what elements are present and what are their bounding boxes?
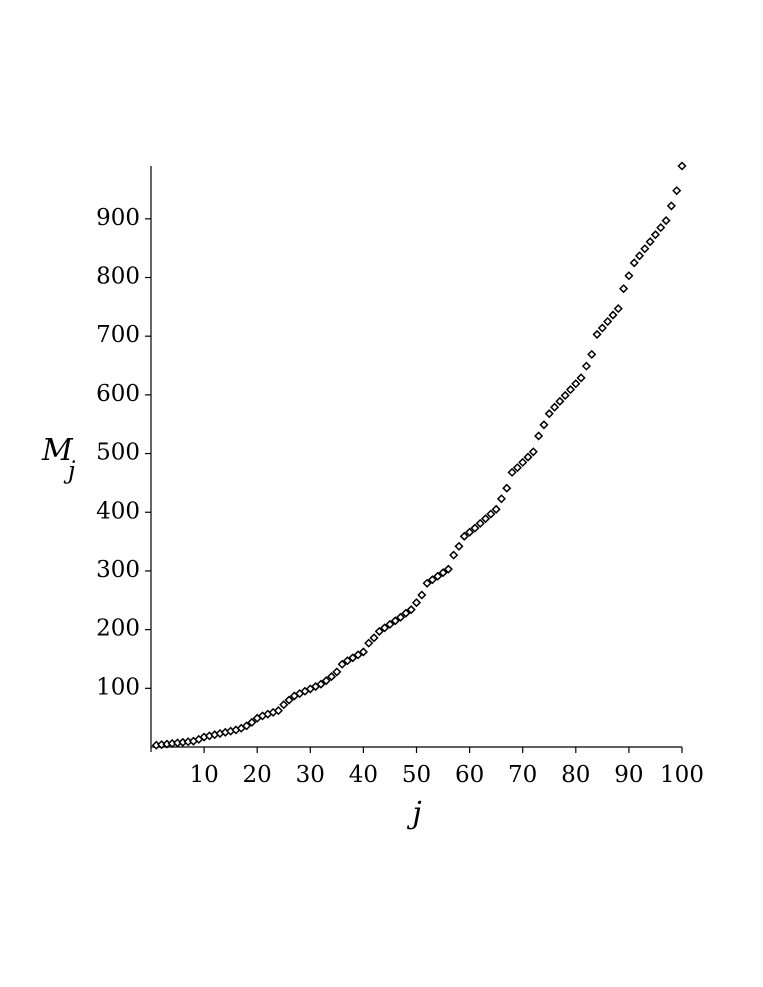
- x-tick-label: 20: [243, 762, 272, 788]
- point: [316, 679, 326, 689]
- point: [348, 653, 358, 663]
- x-tick-label: 70: [508, 762, 537, 788]
- point: [560, 390, 570, 401]
- point: [650, 230, 661, 240]
- x-tick-label: 80: [561, 762, 590, 788]
- point: [486, 509, 496, 519]
- point: [502, 483, 512, 493]
- point: [523, 452, 533, 462]
- point: [613, 304, 623, 314]
- point: [528, 447, 538, 457]
- point: [433, 571, 443, 581]
- point: [438, 568, 448, 578]
- point: [507, 467, 517, 477]
- point: [592, 329, 602, 339]
- point: [640, 244, 650, 254]
- point: [677, 161, 687, 171]
- point: [417, 590, 427, 600]
- point: [401, 608, 411, 618]
- point: [284, 695, 294, 705]
- point: [449, 550, 459, 560]
- point: [242, 721, 252, 731]
- y-tick-label: 100: [96, 674, 140, 700]
- point: [427, 575, 437, 585]
- point: [496, 494, 507, 504]
- point: [465, 527, 475, 537]
- point: [321, 676, 331, 686]
- point: [491, 504, 501, 514]
- point: [459, 531, 469, 541]
- y-tick-label: 700: [96, 322, 140, 348]
- point: [358, 647, 368, 657]
- point: [247, 717, 257, 727]
- point: [549, 402, 560, 412]
- point: [645, 237, 655, 247]
- x-tick-label: 30: [296, 762, 325, 788]
- point: [634, 251, 645, 261]
- x-axis-label: j: [406, 796, 421, 831]
- x-tick-label: 90: [614, 762, 643, 788]
- point: [656, 223, 666, 233]
- point: [342, 656, 353, 666]
- point: [603, 316, 613, 327]
- point: [576, 373, 586, 383]
- point: [443, 564, 453, 574]
- point: [475, 518, 485, 528]
- point: [597, 323, 607, 333]
- x-tick-label: 60: [455, 762, 484, 788]
- point: [326, 672, 337, 682]
- y-tick-label: 300: [96, 557, 140, 583]
- y-tick-label: 200: [96, 616, 140, 642]
- point: [454, 541, 464, 551]
- point: [619, 284, 629, 294]
- y-tick-label: 600: [96, 381, 140, 407]
- point: [571, 379, 581, 389]
- point: [581, 361, 591, 371]
- point: [534, 431, 544, 441]
- point: [672, 186, 682, 196]
- point: [396, 612, 406, 622]
- point: [518, 457, 528, 467]
- point: [390, 616, 400, 626]
- point: [422, 578, 432, 588]
- point: [608, 310, 618, 320]
- point: [279, 700, 289, 710]
- point: [666, 201, 676, 211]
- point: [539, 420, 549, 430]
- point: [587, 349, 597, 359]
- x-tick-label: 100: [660, 762, 704, 788]
- point: [369, 633, 379, 643]
- point: [353, 650, 363, 660]
- x-tick-label: 50: [402, 762, 431, 788]
- point: [555, 396, 565, 406]
- point: [273, 706, 284, 716]
- point: [380, 623, 390, 633]
- y-tick-label: 500: [96, 440, 140, 466]
- point: [406, 605, 416, 615]
- point: [624, 271, 634, 281]
- point: [385, 619, 395, 629]
- point: [374, 626, 384, 636]
- point: [470, 523, 480, 533]
- point: [512, 463, 522, 473]
- point: [332, 667, 342, 677]
- point: [544, 409, 554, 419]
- point: [480, 514, 491, 524]
- y-tick-label: 800: [96, 264, 140, 290]
- point: [629, 258, 639, 268]
- y-tick-label: 400: [96, 498, 140, 524]
- x-tick-label: 40: [349, 762, 378, 788]
- point: [565, 385, 576, 395]
- point: [411, 598, 422, 608]
- y-axis-label: M: [41, 433, 74, 468]
- point: [364, 638, 374, 648]
- y-tick-label: 900: [96, 205, 140, 231]
- point: [337, 659, 347, 669]
- point: [661, 216, 671, 226]
- x-tick-label: 10: [189, 762, 218, 788]
